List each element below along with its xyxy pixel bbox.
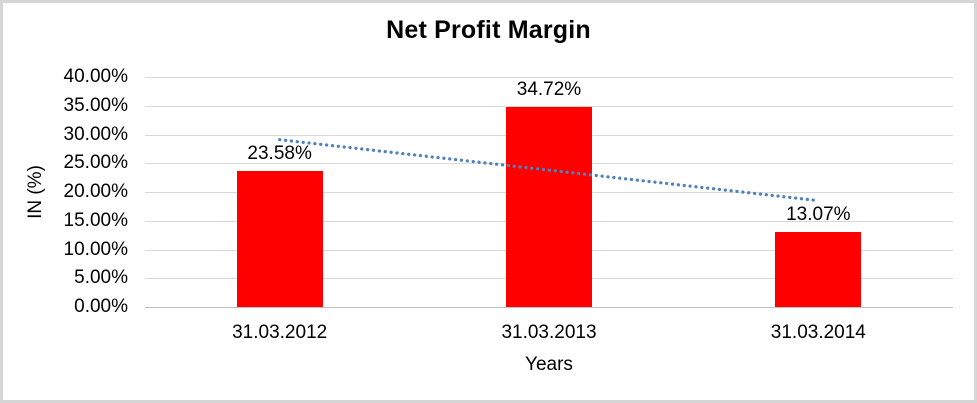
bar — [775, 231, 862, 307]
gridline — [145, 105, 953, 107]
y-tick-label: 35.00% — [63, 94, 128, 116]
x-axis-line — [145, 307, 953, 308]
bar-data-label: 23.58% — [247, 143, 312, 165]
bar-data-label: 34.72% — [516, 79, 582, 101]
x-tick-label: 31.03.2013 — [501, 322, 597, 343]
bar-data-label: 13.07% — [786, 203, 851, 225]
x-axis-title: Years — [525, 354, 573, 375]
x-tick-label: 31.03.2012 — [232, 322, 328, 343]
y-tick-label: 20.00% — [63, 181, 128, 202]
y-tick-label: 40.00% — [63, 66, 128, 87]
y-tick-label: 15.00% — [63, 209, 128, 231]
y-tick-label: 10.00% — [63, 238, 128, 260]
y-tick-label: 25.00% — [63, 152, 128, 174]
y-tick-label: 30.00% — [63, 123, 128, 145]
bar — [506, 107, 592, 307]
y-tick-label: 0.00% — [74, 296, 128, 317]
gridline — [145, 77, 953, 78]
bar — [236, 171, 323, 307]
chart-title: Net Profit Margin — [386, 16, 591, 44]
x-tick-label: 31.03.2014 — [770, 322, 866, 343]
y-tick-label: 5.00% — [74, 267, 128, 289]
